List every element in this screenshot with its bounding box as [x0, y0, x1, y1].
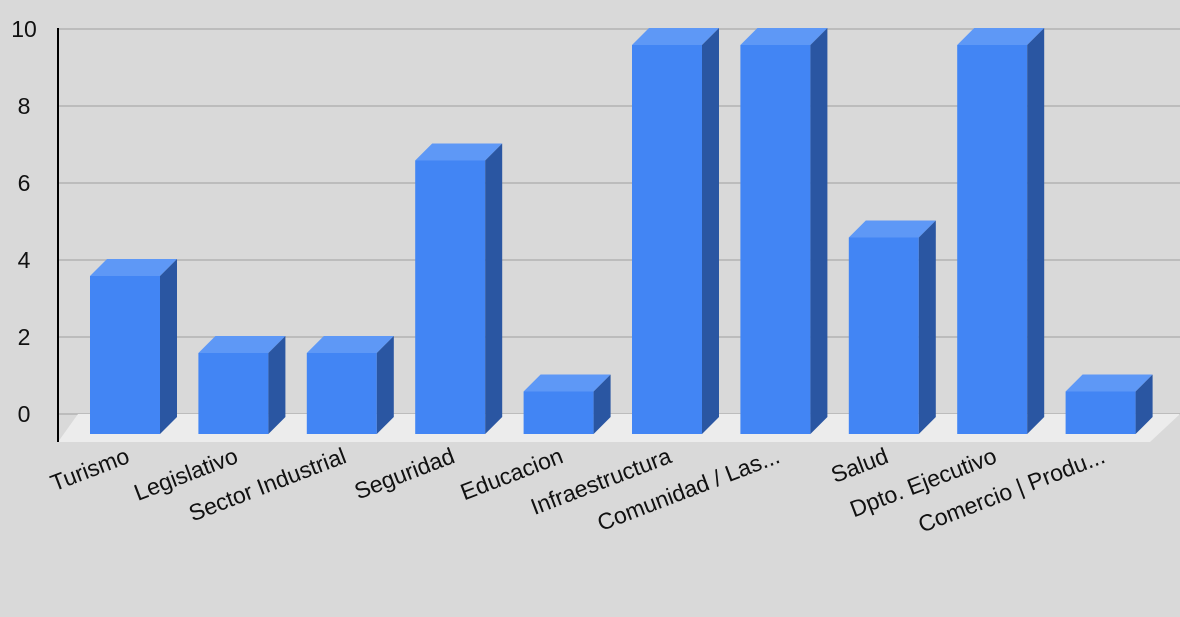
bar-top-face [848, 220, 936, 238]
bar [1065, 374, 1153, 434]
x-category-label: Salud [827, 442, 891, 487]
bar-side-face [376, 336, 394, 434]
bar-front-face [523, 391, 594, 434]
bar [306, 336, 394, 434]
bar-front-face [848, 237, 919, 434]
y-tick-label: 10 [11, 16, 37, 42]
bar [415, 143, 503, 434]
bar-top-face [198, 336, 286, 353]
y-tick-label: 2 [18, 324, 31, 350]
bar-top-face [90, 259, 177, 276]
y-tick-label: 6 [18, 170, 31, 196]
bar [740, 28, 828, 434]
y-tick-label: 8 [18, 93, 31, 119]
bar [957, 28, 1045, 434]
bar-front-face [198, 353, 269, 434]
bar-top-face [1065, 374, 1153, 392]
bar-side-face [593, 374, 611, 434]
bar-side-face [268, 336, 286, 434]
bar [632, 28, 719, 434]
bar-side-face [160, 259, 177, 434]
bar-top-face [415, 143, 503, 161]
bar-front-face [957, 45, 1028, 434]
x-category-label: Seguridad [351, 442, 458, 504]
bar [198, 336, 286, 434]
bar-top-face [632, 28, 719, 45]
bar-front-face [90, 276, 160, 434]
bar [523, 374, 611, 434]
bar-side-face [485, 143, 503, 434]
x-category-label: Turismo [47, 442, 133, 496]
y-tick-label: 4 [18, 247, 31, 273]
bar-front-face [306, 353, 377, 434]
bar-top-face [740, 28, 828, 45]
bar-front-face [415, 160, 486, 434]
x-category-label: Comunidad / Las... [594, 442, 784, 535]
bar-side-face [918, 220, 936, 434]
bar-front-face [632, 45, 702, 434]
y-tick-label: 0 [18, 401, 31, 427]
bar-top-face [306, 336, 394, 353]
bar-front-face [740, 45, 811, 434]
y-axis-ticks: 0 2 4 6 8 10 [11, 16, 37, 427]
bar-side-face [1135, 374, 1153, 434]
bar [90, 259, 177, 434]
bar-front-face [1065, 391, 1136, 434]
bar-side-face [1027, 28, 1045, 434]
bar-top-face [957, 28, 1045, 45]
bar [848, 220, 936, 434]
x-category-label: Comercio | Produ... [914, 442, 1108, 537]
bar-side-face [702, 28, 719, 434]
bars [90, 28, 1153, 434]
bar-side-face [810, 28, 828, 434]
bar-top-face [523, 374, 611, 392]
